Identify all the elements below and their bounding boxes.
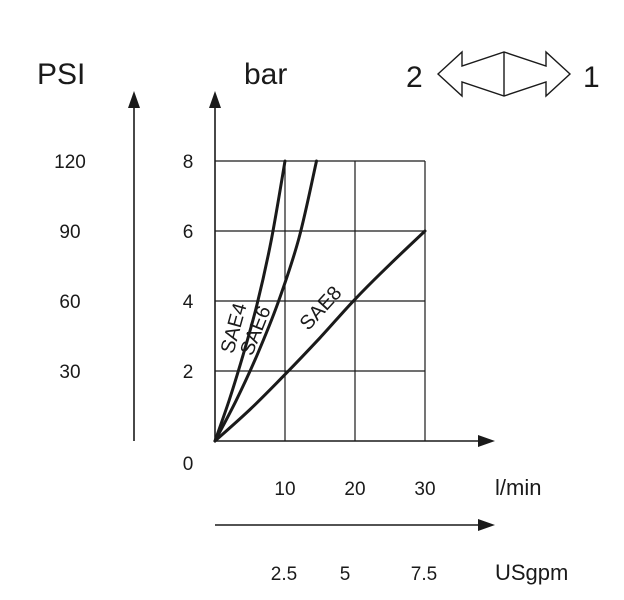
usgpm-axis-arrowhead-icon xyxy=(478,519,495,531)
psi-tick-labels: 30 60 90 120 xyxy=(54,152,86,383)
lmin-tick-label: 10 xyxy=(274,479,295,500)
lmin-axis-arrowhead-icon xyxy=(478,435,495,447)
series-curves xyxy=(213,159,427,443)
flow-port-1-label: 1 xyxy=(583,61,600,94)
usgpm-unit-label: USgpm xyxy=(495,560,568,585)
psi-tick-label: 120 xyxy=(54,152,86,173)
bar-tick-label: 6 xyxy=(183,222,194,243)
flow-lmin-axis xyxy=(215,435,495,447)
psi-tick-label: 60 xyxy=(59,292,80,313)
usgpm-tick-label: 7.5 xyxy=(411,564,437,585)
bar-tick-label: 0 xyxy=(183,454,194,475)
bar-tick-labels: 0 2 4 6 8 xyxy=(183,152,194,475)
lmin-tick-label: 30 xyxy=(414,479,435,500)
bidirectional-arrow-icon xyxy=(436,50,572,98)
bar-axis-unit: bar xyxy=(244,58,287,91)
psi-axis-unit: PSI xyxy=(37,58,85,91)
lmin-tick-label: 20 xyxy=(344,479,365,500)
usgpm-tick-label: 5 xyxy=(340,564,351,585)
bar-tick-label: 2 xyxy=(183,362,194,383)
series-label-sae8: SAE8 xyxy=(296,282,347,335)
series-curve-sae4 xyxy=(213,159,287,443)
bar-axis xyxy=(209,91,221,441)
usgpm-tick-label: 2.5 xyxy=(271,564,297,585)
usgpm-tick-labels: 2.5 5 7.5 xyxy=(271,564,437,585)
lmin-tick-labels: 10 20 30 xyxy=(274,479,435,500)
bar-tick-label: 8 xyxy=(183,152,194,173)
bar-tick-label: 4 xyxy=(183,292,194,313)
flow-port-2-label: 2 xyxy=(406,61,423,94)
psi-tick-label: 90 xyxy=(59,222,80,243)
psi-axis-arrowhead-icon xyxy=(128,91,140,108)
lmin-unit-label: l/min xyxy=(495,475,541,500)
psi-axis xyxy=(128,91,140,441)
flow-usgpm-axis xyxy=(215,519,495,531)
series-curve-sae6 xyxy=(213,159,318,443)
flow-direction-symbol: 2 1 xyxy=(406,50,600,98)
series-curve-sae8 xyxy=(213,229,427,443)
bar-axis-arrowhead-icon xyxy=(209,91,221,108)
psi-tick-label: 30 xyxy=(59,362,80,383)
